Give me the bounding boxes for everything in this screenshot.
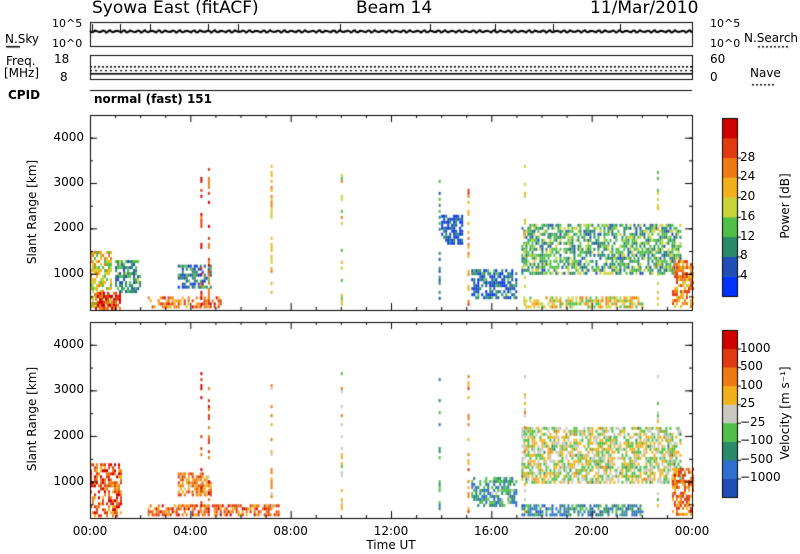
colorbar-tick-label: 1000 [740,340,771,355]
colorbar-tick-label: 25 [740,396,756,411]
x-tick-label: 00:00 [674,524,710,538]
y-tick-label: 4000 [53,129,84,144]
colorbar-tick-label: −500 [740,451,773,466]
colorbar-tick-label: 100 [740,377,763,392]
freq-label: Freq. [6,54,36,68]
y-tick-label: 1000 [53,473,84,488]
nave-label: Nave [750,66,781,80]
colorbar-label: Velocity [m s⁻¹] [778,365,792,460]
colorbar-tick-label: 28 [740,149,756,164]
colorbar-tick-label: 4 [740,268,748,283]
y-axis-label: Slant Range [km] [25,366,39,472]
nsky-label: N.Sky [5,32,40,46]
nsearch-tick-low: 10^0 [710,37,741,50]
nsky-tick-low: 10^0 [52,37,83,50]
y-tick-label: 3000 [53,175,84,190]
date-label: 11/Mar/2010 [590,0,699,18]
y-tick-label: 2000 [53,220,84,235]
colorbar-tick-label: −1000 [740,470,781,485]
page-title: Syowa East (fitACF) [92,0,259,18]
x-axis-label: Time UT [366,538,416,552]
cpid-label: CPID [8,88,41,102]
x-tick-label: 00:00 [72,524,108,538]
nsky-tick-high: 10^5 [52,17,83,30]
x-tick-label: 04:00 [173,524,208,538]
freq-tick-high: 18 [54,52,70,66]
x-tick-label: 20:00 [574,524,609,538]
x-tick-label: 12:00 [373,524,409,538]
nave-tick-low: 0 [710,70,718,84]
colorbar-tick-label: −25 [740,414,766,429]
colorbar-tick-label: 12 [740,228,756,243]
colorbar-label: Power [dB] [778,173,792,239]
colorbar-tick-label: 16 [740,208,756,223]
nsearch-label: N.Search [744,31,799,45]
cpid-value: normal (fast) 151 [94,92,212,106]
x-tick-label: 08:00 [273,524,308,538]
colorbar-tick-label: 24 [740,169,756,184]
nave-tick-high: 60 [710,52,726,66]
beam-label: Beam 14 [356,0,433,18]
freq-unit: [MHz] [4,66,40,80]
freq-tick-low: 8 [60,70,68,84]
colorbar-tick-label: 500 [740,359,763,374]
y-tick-label: 4000 [53,336,84,351]
y-axis-label: Slant Range [km] [25,159,39,264]
nsearch-tick-high: 10^5 [710,17,741,30]
colorbar-tick-label: 20 [740,189,756,204]
colorbar-tick-label: 8 [740,248,748,263]
colorbar-tick-label: −100 [740,433,773,448]
y-tick-label: 2000 [53,427,84,442]
y-tick-label: 1000 [53,265,84,280]
y-tick-label: 3000 [53,382,84,397]
x-tick-label: 16:00 [474,524,509,538]
